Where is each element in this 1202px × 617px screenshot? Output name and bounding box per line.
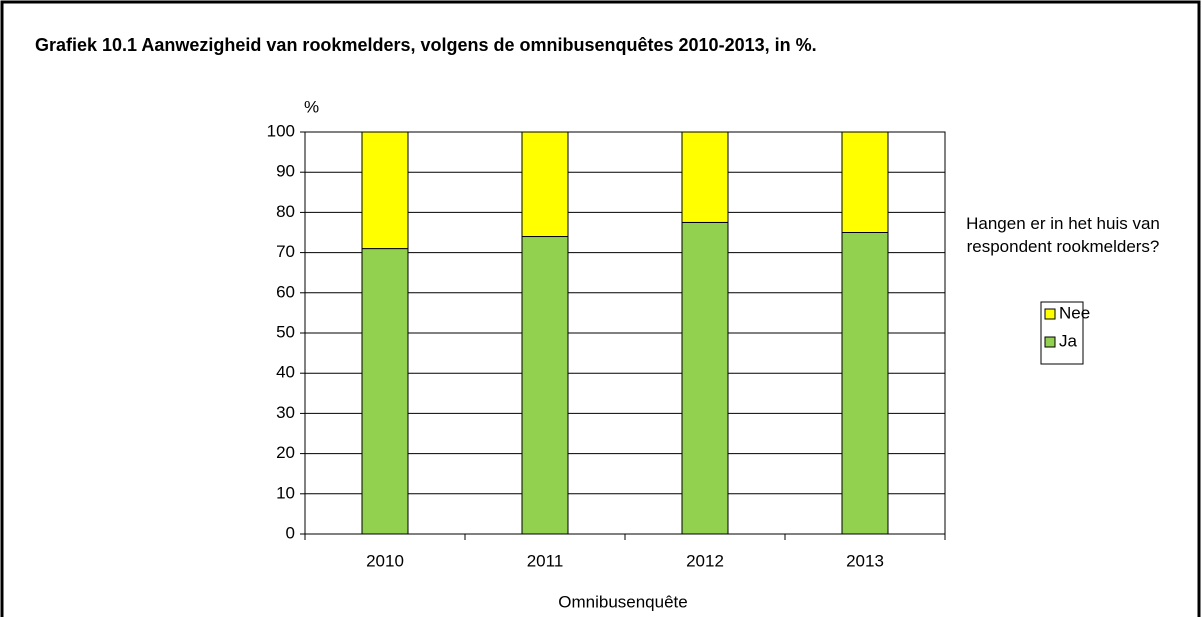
x-tick-label: 2010 xyxy=(366,551,404,570)
y-tick-label: 90 xyxy=(276,162,295,181)
y-tick-label: 70 xyxy=(276,242,295,261)
y-tick-label: 80 xyxy=(276,202,295,221)
y-axis-label: % xyxy=(304,97,319,116)
legend-box xyxy=(1040,301,1084,365)
y-tick-label: 30 xyxy=(276,403,295,422)
bar-segment xyxy=(841,131,889,233)
y-tick-label: 50 xyxy=(276,322,295,341)
legend-title: Hangen er in het huis van respondent roo… xyxy=(966,214,1160,256)
legend-label: Ja xyxy=(1059,331,1078,350)
bar-segment xyxy=(841,232,889,535)
bar-segment xyxy=(521,236,569,535)
legend-swatch xyxy=(1044,308,1056,320)
chart-title: Grafiek 10.1 Aanwezigheid van rookmelder… xyxy=(35,35,817,55)
x-tick-label: 2013 xyxy=(846,551,884,570)
x-tick-label: 2012 xyxy=(686,551,724,570)
legend-swatch xyxy=(1044,336,1056,348)
x-tick-label: 2011 xyxy=(527,551,564,570)
y-tick-label: 20 xyxy=(276,443,295,462)
x-axis-label: Omnibusenquête xyxy=(558,592,687,611)
y-tick-label: 100 xyxy=(267,121,295,140)
y-tick-label: 0 xyxy=(286,523,295,542)
bar-segment xyxy=(681,131,729,223)
legend-label: Nee xyxy=(1059,303,1090,322)
y-tick-label: 40 xyxy=(276,363,295,382)
y-tick-label: 60 xyxy=(276,282,295,301)
bar-segment xyxy=(361,248,409,535)
bar-segment xyxy=(681,221,729,535)
bar-segment xyxy=(521,131,569,238)
bar-segment xyxy=(361,131,409,250)
y-tick-label: 10 xyxy=(276,483,295,502)
